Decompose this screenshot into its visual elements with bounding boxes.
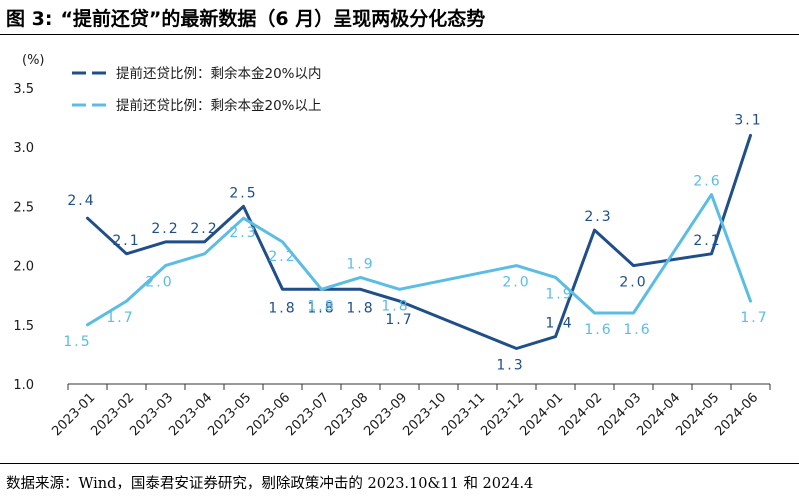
data-label: 2.2 [190,221,218,237]
data-label: 3.1 [734,112,762,128]
y-tick-label: 2.0 [13,260,34,275]
y-tick-label: 3.0 [13,141,34,156]
data-label: 2.2 [268,249,296,265]
data-label: 1.9 [545,286,573,302]
data-label: 1.3 [496,357,524,373]
figure-title-text: “提前还贷”的最新数据（6 月）呈现两极分化态势 [60,8,486,30]
data-label: 2.0 [619,275,647,291]
data-label: 1.8 [346,300,374,316]
title-rule [0,34,799,35]
y-tick-label: 2.5 [13,200,34,215]
data-label: 1.8 [307,298,335,314]
data-label: 1.9 [346,256,374,272]
data-label: 2.0 [502,275,530,291]
data-label: 2.1 [112,233,140,249]
y-tick-label: 3.5 [13,82,34,97]
data-label: 2.5 [229,185,257,201]
figure-title: 图 3: “提前还贷”的最新数据（6 月）呈现两极分化态势 [6,4,793,34]
data-label: 1.7 [740,310,768,326]
data-label: 1.6 [623,322,651,338]
figure-number: 图 3: [6,8,53,30]
data-label: 1.7 [106,310,134,326]
data-label: 2.3 [584,209,612,225]
x-tick-label: 2024-06 [712,390,761,439]
data-label: 2.4 [67,193,95,209]
data-label: 1.8 [307,300,335,316]
data-label: 1.7 [385,312,413,328]
source-note: 数据来源：Wind，国泰君安证券研究，剔除政策冲击的 2023.10&11 和 … [6,476,534,492]
data-label: 2.6 [693,174,721,190]
data-label: 2.3 [229,225,257,241]
data-label: 1.6 [584,322,612,338]
data-label: 1.4 [545,316,573,332]
series-line-1 [86,133,752,350]
data-label: 2.2 [151,221,179,237]
y-axis-unit: (%) [22,53,45,68]
data-label: 1.8 [381,298,409,314]
footer-rule [0,463,799,464]
legend-label-2: 提前还贷比例：剩余本金20%以上 [116,97,322,114]
data-label: 2.1 [693,233,721,249]
y-tick-label: 1.0 [13,378,34,393]
series-line-2 [86,193,752,327]
legend-label-1: 提前还贷比例：剩余本金20%以内 [116,65,322,82]
data-label: 1.8 [268,300,296,316]
data-label: 2.0 [145,275,173,291]
data-label: 1.5 [63,334,91,350]
y-tick-label: 1.5 [13,319,34,334]
